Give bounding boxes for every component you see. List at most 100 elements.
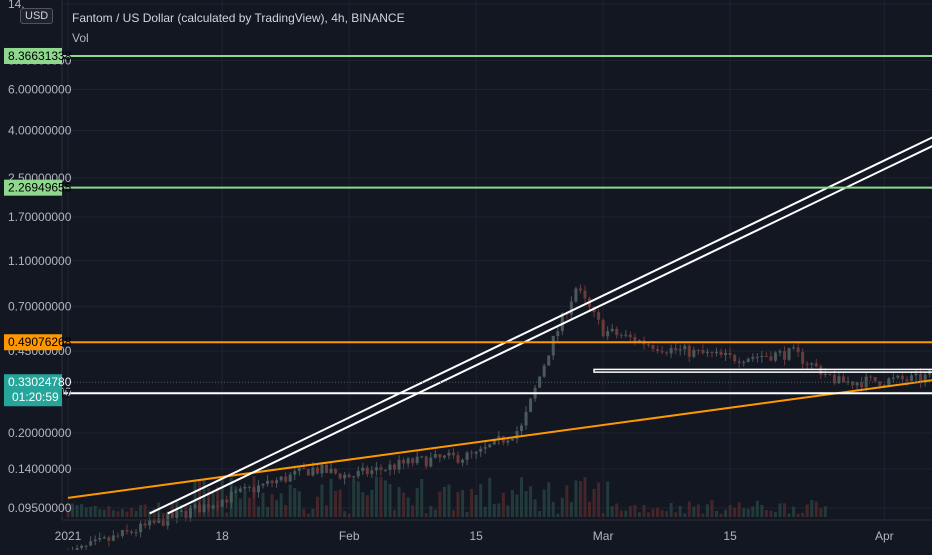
candle-body xyxy=(175,511,178,518)
volume-bar xyxy=(316,497,319,517)
candle-body xyxy=(706,352,709,353)
candle-body xyxy=(234,492,237,493)
candle-body xyxy=(157,519,160,523)
candle-body xyxy=(203,504,206,512)
volume-bar xyxy=(611,506,614,517)
volume-bar xyxy=(597,483,600,517)
candle-body xyxy=(574,288,577,301)
volume-bar xyxy=(94,506,97,517)
candle-body xyxy=(756,357,759,358)
candle-body xyxy=(620,335,623,336)
candle-body xyxy=(602,320,605,336)
volume-bar xyxy=(370,490,373,517)
price-tick-label: 0.09500000 xyxy=(8,501,72,515)
volume-bar xyxy=(751,506,754,517)
volume-bar xyxy=(633,505,636,517)
candle-body xyxy=(107,537,110,540)
candle-body xyxy=(529,399,532,412)
candle-body xyxy=(760,356,763,357)
volume-bar xyxy=(484,507,487,517)
candle-body xyxy=(815,363,818,366)
candle-body xyxy=(447,453,450,456)
volume-bar xyxy=(334,491,337,517)
volume-bar xyxy=(778,503,781,517)
volume-bar xyxy=(388,484,391,517)
candle-body xyxy=(116,536,119,537)
candle-body xyxy=(661,351,664,352)
candle-body xyxy=(144,524,147,526)
candle-body xyxy=(733,355,736,361)
candle-body xyxy=(856,382,859,385)
volume-bar xyxy=(624,510,627,517)
volume-bar xyxy=(652,509,655,517)
volume-bar xyxy=(670,503,673,517)
candle-body xyxy=(579,288,582,290)
volume-bar xyxy=(343,511,346,517)
candle-body xyxy=(89,541,92,545)
candle-body xyxy=(901,376,904,380)
volume-bar xyxy=(543,490,546,517)
candle-body xyxy=(910,375,913,381)
volume-bar xyxy=(375,476,378,517)
volume-bar xyxy=(429,506,432,517)
volume-bar xyxy=(302,509,305,517)
volume-bar xyxy=(475,495,478,517)
volume-indicator-label[interactable]: Vol xyxy=(72,30,405,46)
candle-body xyxy=(470,453,473,454)
candle-body xyxy=(98,538,101,539)
candle-body xyxy=(184,511,187,518)
volume-bar xyxy=(366,495,369,517)
candle-body xyxy=(438,454,441,457)
candle-body xyxy=(266,481,269,484)
volume-bar xyxy=(221,479,224,517)
candle-body xyxy=(484,447,487,449)
volume-bar xyxy=(193,480,196,517)
volume-bar xyxy=(339,489,342,517)
candle-body xyxy=(388,465,391,470)
volume-bar xyxy=(271,494,274,517)
volume-bar xyxy=(438,492,441,517)
candle-body xyxy=(298,468,301,471)
trend-line xyxy=(168,0,932,513)
currency-button[interactable]: USD xyxy=(20,8,53,24)
candle-body xyxy=(284,476,287,481)
candle-body xyxy=(597,312,600,320)
volume-bar xyxy=(792,507,795,517)
volume-bar xyxy=(262,493,265,517)
candle-body xyxy=(624,335,627,336)
volume-bar xyxy=(511,490,514,517)
volume-bar xyxy=(89,507,92,517)
volume-bar xyxy=(724,510,727,517)
candle-body xyxy=(874,377,877,381)
drawings xyxy=(62,0,932,513)
volume-bar xyxy=(248,498,251,517)
volume-bar xyxy=(330,479,333,517)
candle-body xyxy=(896,376,899,378)
candle-body xyxy=(457,455,460,462)
candle-body xyxy=(325,465,328,473)
candle-body xyxy=(339,473,342,478)
volume-bar xyxy=(733,508,736,517)
volume-bar xyxy=(769,511,772,517)
candle-body xyxy=(556,331,559,336)
candle-body xyxy=(193,505,196,508)
volume-bar xyxy=(416,488,419,517)
candle-body xyxy=(320,465,323,474)
candle-body xyxy=(475,452,478,454)
candle-body xyxy=(248,487,251,488)
candle-body xyxy=(216,506,219,507)
candle-body xyxy=(806,364,809,365)
price-tick-label: 0.14000000 xyxy=(8,462,72,476)
candle-body xyxy=(583,291,586,299)
candle-body xyxy=(738,361,741,362)
volume-bar xyxy=(320,485,323,517)
volume-bar xyxy=(311,509,314,517)
volume-bar xyxy=(497,503,500,517)
time-tick-label: Mar xyxy=(593,529,614,543)
volume-bar xyxy=(325,505,328,517)
volume-bar xyxy=(515,495,518,517)
candle-body xyxy=(370,470,373,474)
volume-bar xyxy=(144,504,147,517)
